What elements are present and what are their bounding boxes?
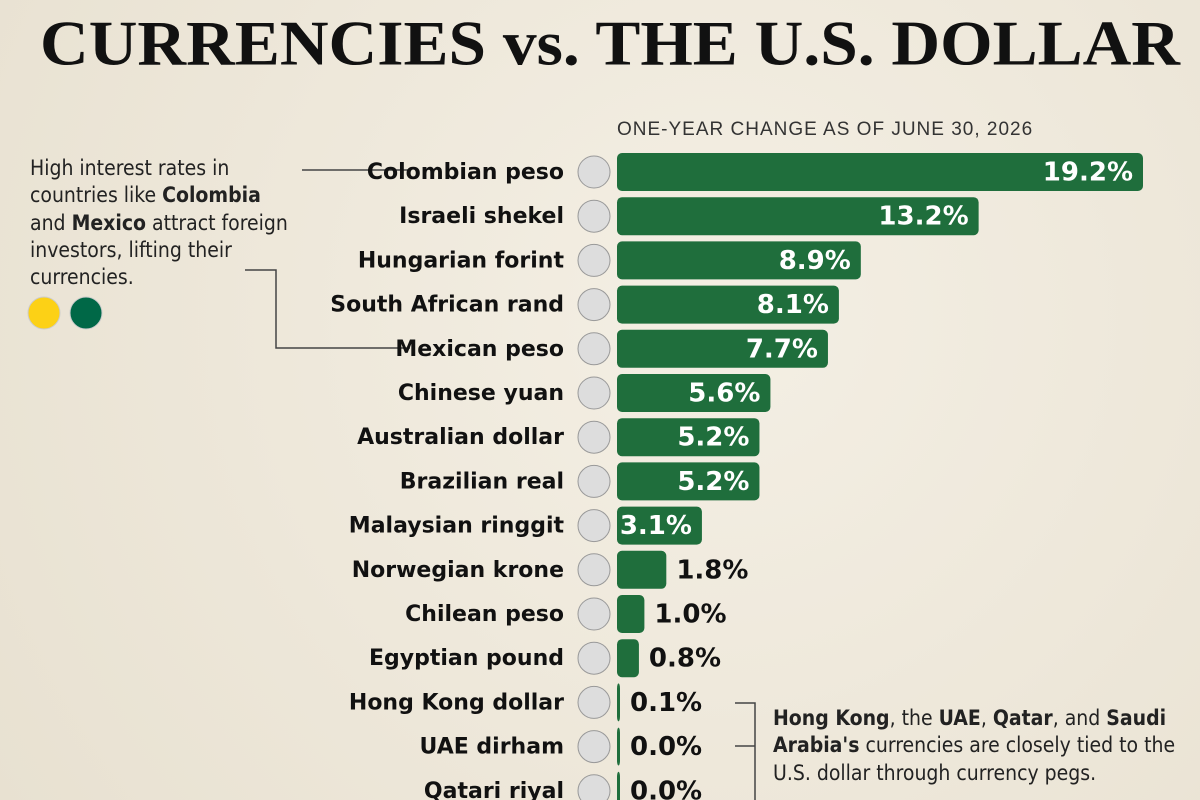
connector bbox=[735, 702, 756, 800]
bar bbox=[617, 153, 1143, 191]
category-label: Mexican peso bbox=[395, 337, 564, 362]
chart-title: CURRENCIES vs. THE U.S. DOLLAR bbox=[40, 8, 1181, 79]
annotation-text: currencies are closely tied to the U.S. … bbox=[773, 733, 1176, 785]
category-label: Brazilian real bbox=[400, 469, 564, 494]
value-label: 7.7% bbox=[746, 334, 818, 364]
flag bbox=[577, 774, 611, 800]
category-label: Qatari riyal bbox=[424, 779, 564, 800]
legend-flags bbox=[27, 296, 103, 330]
flag bbox=[577, 420, 611, 454]
annotation-text: , bbox=[980, 706, 993, 730]
flag bbox=[577, 730, 611, 764]
flag bbox=[577, 641, 611, 675]
connector bbox=[245, 269, 410, 349]
value-label: 19.2% bbox=[1043, 158, 1133, 188]
annotation-text: UAE bbox=[938, 706, 981, 730]
value-label: 0.0% bbox=[630, 776, 702, 800]
flag bbox=[577, 509, 611, 543]
flag bbox=[577, 376, 611, 410]
category-label: Chinese yuan bbox=[398, 381, 564, 406]
annotation-text: Colombia bbox=[162, 183, 261, 208]
bar bbox=[617, 639, 639, 678]
annotation-text: attract foreign investors, lifting their… bbox=[30, 210, 288, 290]
bar bbox=[617, 595, 645, 633]
bar bbox=[617, 771, 620, 800]
flag bbox=[577, 199, 611, 233]
category-label: Chilean peso bbox=[405, 602, 564, 627]
value-label: 8.1% bbox=[757, 290, 829, 320]
bar bbox=[617, 241, 861, 280]
flag bbox=[577, 553, 611, 587]
bar bbox=[617, 727, 620, 766]
category-label: Hungarian forint bbox=[358, 248, 565, 273]
annotation-text: Saudi Arabia's bbox=[773, 706, 1167, 758]
flag bbox=[577, 288, 611, 322]
annotation-text: Qatar bbox=[992, 706, 1053, 730]
category-label: Israeli shekel bbox=[399, 204, 564, 229]
connectors bbox=[245, 169, 756, 800]
category-label: Hong Kong dollar bbox=[349, 690, 564, 715]
annotation-left: High interest rates in countries like Co… bbox=[30, 155, 300, 291]
value-label: 5.2% bbox=[677, 467, 749, 497]
category-label: UAE dirham bbox=[420, 735, 564, 760]
flag bbox=[27, 296, 61, 330]
category-label: Malaysian ringgit bbox=[349, 514, 565, 539]
bar bbox=[617, 197, 979, 236]
bar bbox=[617, 285, 839, 324]
bar bbox=[617, 462, 760, 501]
annotation-text: , the bbox=[889, 706, 939, 730]
value-label: 0.0% bbox=[630, 732, 702, 762]
flag bbox=[577, 464, 611, 498]
flag bbox=[577, 332, 611, 366]
annotation-text: , and bbox=[1052, 706, 1107, 730]
bar bbox=[617, 418, 760, 457]
category-label: Australian dollar bbox=[357, 425, 564, 450]
bar bbox=[617, 329, 828, 368]
value-label: 0.1% bbox=[630, 688, 702, 718]
category-label: Colombian peso bbox=[367, 160, 564, 185]
value-label: 3.1% bbox=[620, 511, 692, 541]
value-label: 5.6% bbox=[688, 379, 760, 409]
category-label: Norwegian krone bbox=[352, 558, 564, 583]
flag bbox=[577, 685, 611, 719]
bar bbox=[617, 506, 702, 545]
bar bbox=[617, 683, 620, 722]
chart-subtitle: ONE-YEAR CHANGE AS OF JUNE 30, 2026 bbox=[617, 119, 1033, 140]
flag bbox=[577, 243, 611, 277]
category-label: South African rand bbox=[330, 293, 564, 318]
value-label: 13.2% bbox=[878, 202, 968, 232]
category-label: Egyptian pound bbox=[369, 646, 564, 671]
annotation-text: and bbox=[30, 210, 72, 235]
value-label: 5.2% bbox=[677, 423, 749, 453]
annotation-text: Hong Kong bbox=[773, 706, 890, 730]
value-label: 0.8% bbox=[649, 644, 721, 674]
value-label: 1.0% bbox=[654, 600, 726, 630]
flag bbox=[577, 597, 611, 631]
bar bbox=[617, 374, 771, 412]
flag bbox=[577, 155, 611, 189]
bar bbox=[617, 550, 667, 589]
annotation-text: Mexico bbox=[71, 210, 147, 235]
value-label: 8.9% bbox=[779, 246, 851, 276]
annotation-right: Hong Kong, the UAE, Qatar, and Saudi Ara… bbox=[773, 705, 1193, 787]
annotation-text: High interest rates in countries like bbox=[30, 156, 230, 208]
value-label: 1.8% bbox=[676, 555, 748, 585]
flag bbox=[69, 296, 103, 330]
